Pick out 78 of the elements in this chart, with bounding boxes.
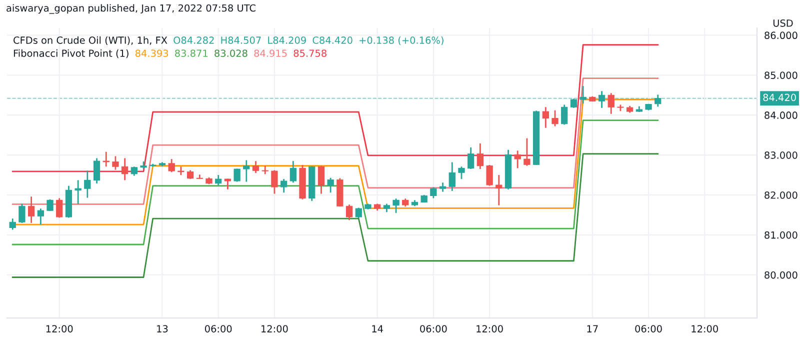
candlestick — [130, 166, 138, 176]
text: 83.028 — [214, 50, 248, 57]
text: aiswarya_gopan published, Jan 17, 2022 07:58 UTC — [6, 4, 256, 14]
candlestick — [580, 85, 586, 104]
text: 85.758 — [294, 50, 326, 57]
x-tick-label: 12:00 — [692, 325, 718, 332]
candlestick — [215, 174, 222, 186]
text: CFDs on Crude Oil (WTI), 1h, FX — [14, 36, 168, 46]
x-tick-label: 06:00 — [420, 325, 447, 332]
candlestick — [84, 170, 91, 198]
candlestick — [102, 151, 110, 168]
candlestick — [468, 146, 474, 170]
candlestick — [290, 160, 296, 184]
candlestick — [561, 104, 568, 126]
candlestick — [458, 166, 465, 180]
x-tick-label: 12:00 — [46, 325, 73, 332]
candlestick — [224, 178, 232, 190]
y-tick-label: 84.000 — [764, 112, 798, 119]
candlestick — [486, 164, 493, 186]
candlestick — [608, 92, 614, 115]
x-tick-label: 17 — [587, 325, 598, 332]
candlestick — [243, 160, 250, 182]
x-tick-label: 06:00 — [635, 325, 662, 332]
candlestick — [122, 158, 128, 181]
line-series — [12, 120, 659, 246]
x-tick-label: 13 — [157, 325, 168, 332]
candlestick — [18, 203, 26, 224]
candlestick — [496, 174, 502, 206]
candlestick — [234, 168, 240, 182]
candlestick — [37, 208, 44, 226]
candlestick — [552, 110, 558, 127]
candlestick — [252, 160, 260, 174]
x-tick-label: 12:00 — [262, 325, 288, 332]
annotation: L84.209 — [268, 36, 306, 44]
candlestick — [570, 98, 578, 109]
candlestick — [28, 196, 35, 224]
annotation: H84.507 — [221, 36, 261, 44]
candlestick — [280, 178, 288, 194]
text: 84.393 — [135, 50, 168, 57]
candlestick — [327, 177, 334, 194]
candlestick — [74, 179, 82, 205]
y-tick-label: 81.000 — [764, 231, 798, 239]
candlestick — [56, 197, 63, 218]
candlestick — [392, 198, 400, 214]
candlestick — [598, 90, 606, 109]
x-tick-label: 14 — [372, 325, 383, 332]
text: 84.915 — [254, 50, 287, 57]
candlestick — [46, 198, 54, 212]
candlestick — [168, 158, 175, 173]
annotation: C84.420 — [312, 36, 352, 44]
candlestick — [448, 162, 456, 192]
ref-line-label: 84.420 — [763, 94, 796, 102]
y-tick-label: 83.000 — [764, 152, 798, 159]
candlestick — [542, 106, 549, 129]
candlestick — [654, 94, 662, 108]
x-tick-label: 12:00 — [476, 325, 503, 332]
candlestick — [514, 150, 521, 169]
candlestick — [346, 204, 353, 221]
candlestick — [318, 165, 325, 194]
y-tick-label: 85.000 — [764, 72, 798, 79]
y-tick-label: 82.000 — [764, 191, 798, 199]
text: Fibonacci Pivot Point (1) — [14, 49, 128, 58]
candlestick — [93, 158, 100, 184]
candlestick — [439, 182, 446, 192]
candlestick — [476, 142, 484, 170]
line-series — [12, 153, 659, 278]
candlestick — [9, 218, 16, 230]
candlestick — [271, 170, 278, 194]
annotation: O84.282 — [174, 36, 214, 44]
annotation: +0.138 (+0.16%) — [360, 36, 444, 46]
y-axis-title: USD — [773, 19, 793, 27]
y-tick-label: 86.000 — [764, 32, 798, 40]
y-tick-label: 80.000 — [764, 271, 798, 279]
text: 83.871 — [175, 50, 208, 57]
x-tick-label: 06:00 — [204, 325, 232, 332]
candlestick — [430, 186, 437, 199]
candlestick — [524, 138, 530, 167]
candlestick — [112, 156, 119, 170]
